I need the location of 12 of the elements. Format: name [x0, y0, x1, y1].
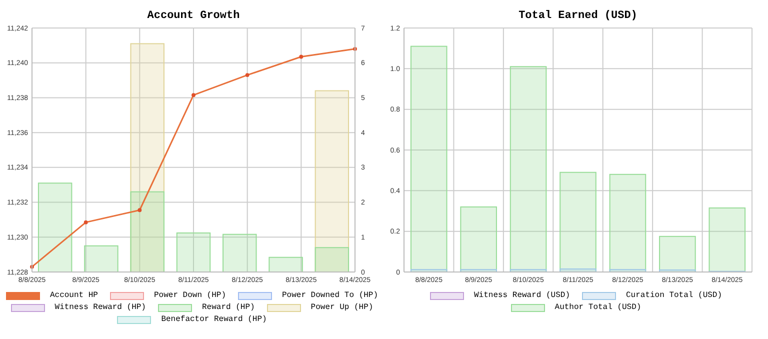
legend-label: Account HP [50, 291, 98, 301]
chart-title: Total Earned (USD) [518, 10, 638, 22]
legend-label: Reward (HP) [202, 303, 255, 313]
legend-label: Witness Reward (USD) [474, 291, 570, 301]
legend-label: Curation Total (USD) [626, 291, 722, 301]
legend-label: Author Total (USD) [554, 303, 642, 313]
chart-title: Account Growth [147, 10, 240, 22]
legend-label: Witness Reward (HP) [54, 303, 146, 313]
legend-label: Benefactor Reward (HP) [161, 315, 267, 325]
legend-label: Power Down (HP) [154, 291, 226, 301]
legend-label: Power Downed To (HP) [282, 291, 378, 301]
legend-label: Power Up (HP) [310, 303, 374, 313]
